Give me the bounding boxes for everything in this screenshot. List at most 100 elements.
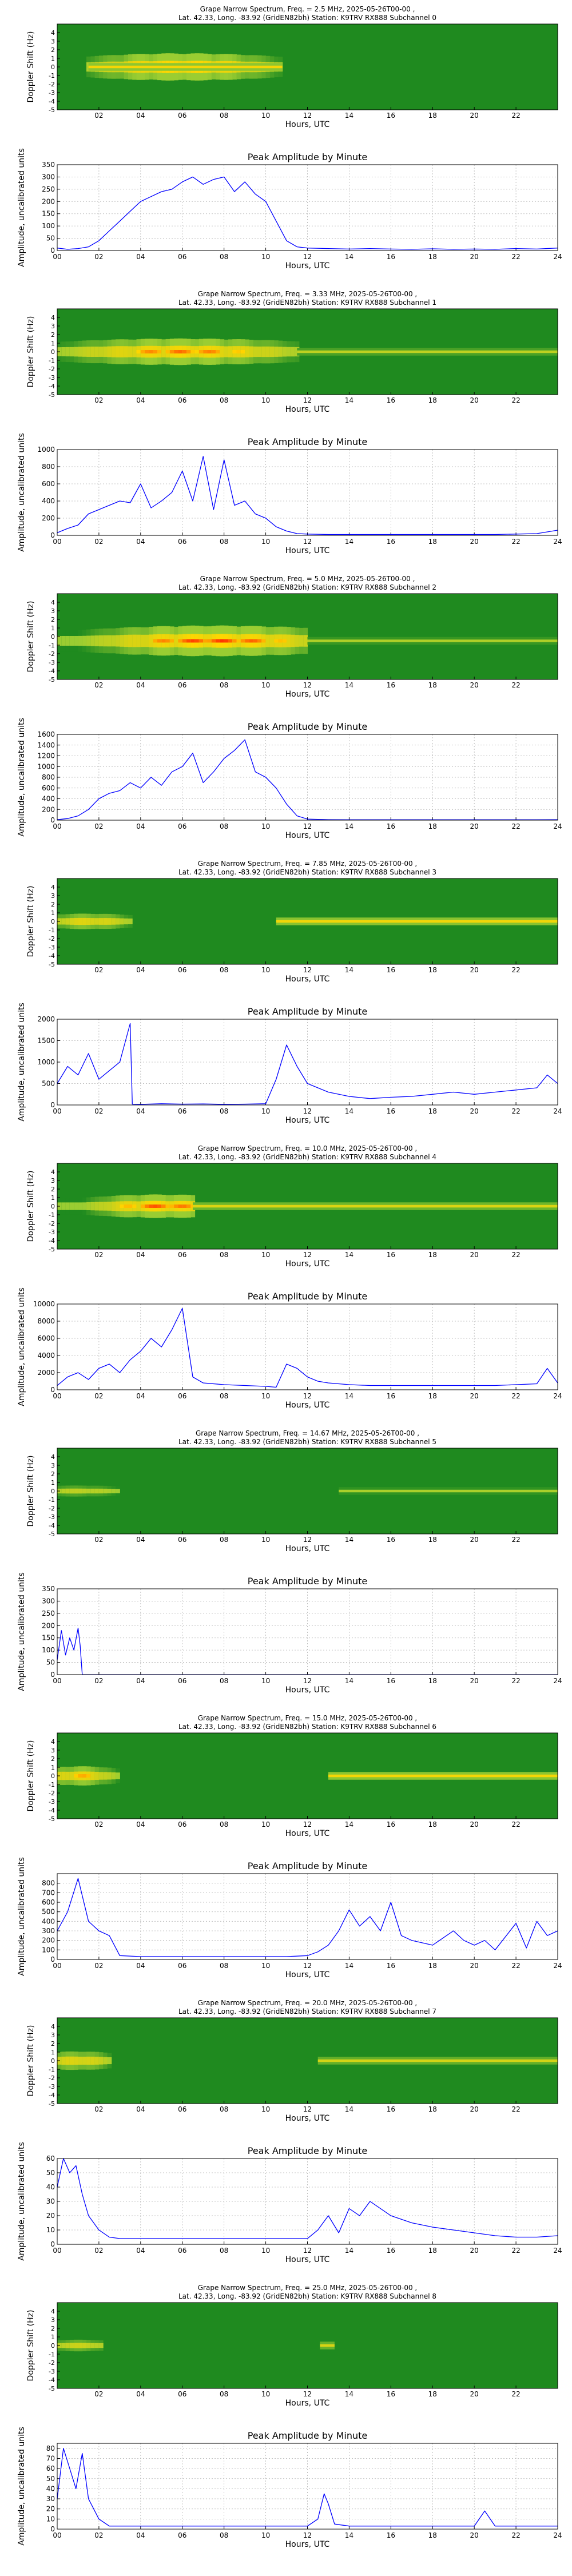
amplitude-hour-tick-label: 10: [261, 2531, 270, 2539]
doppler-tick-label: -2: [49, 2074, 55, 2082]
spectrogram-activity-core: [90, 2343, 96, 2348]
spectrogram-activity-peak: [190, 639, 196, 643]
hour-tick-label: 18: [428, 112, 437, 120]
amplitude-frame: [57, 1588, 558, 1675]
amplitude-hour-tick-label: 06: [178, 822, 186, 830]
amplitude-panel-1: Peak Amplitude by Minute 00 02 04 06 08 10 12 14…: [17, 148, 562, 271]
amplitude-hour-tick-label: 20: [470, 2247, 479, 2255]
amplitude-title: Peak Amplitude by Minute: [248, 1861, 368, 1871]
spectrogram-activity-core: [90, 2056, 96, 2065]
hour-tick-label: 06: [178, 1820, 186, 1828]
spectrogram-activity-core: [65, 635, 70, 646]
spectrogram-activity-peak: [86, 1774, 91, 1778]
hour-tick-label: 06: [178, 681, 186, 689]
amplitude-y-tick-label: 250: [42, 185, 55, 193]
amplitude-xlabel: Hours, UTC: [285, 831, 330, 840]
amplitude-hour-tick-label: 00: [53, 1107, 61, 1115]
amplitude-y-tick-label: 0: [50, 1955, 55, 1963]
hour-tick-label: 14: [345, 1251, 353, 1259]
amplitude-hour-tick-label: 20: [470, 1962, 479, 1970]
spectrogram-activity-core: [107, 635, 112, 647]
hour-tick-label: 20: [470, 1536, 479, 1544]
spectrogram-activity-core: [161, 346, 166, 357]
spectrogram-activity-peak: [145, 1204, 149, 1208]
amplitude-hour-tick-label: 12: [303, 1392, 312, 1400]
spectrogram-activity-core: [94, 2343, 100, 2348]
spectrogram-activity-core: [116, 346, 120, 357]
amplitude-hour-tick-label: 04: [136, 1677, 145, 1685]
doppler-tick-label: 4: [51, 1453, 55, 1461]
spectrogram-activity-core: [145, 634, 149, 647]
amplitude-series-line: [57, 739, 558, 820]
doppler-tick-label: -5: [49, 1531, 55, 1538]
amplitude-y-tick-label: 200: [42, 805, 55, 813]
hour-tick-label: 18: [428, 1820, 437, 1828]
spectrogram-activity-core: [69, 2056, 74, 2065]
spectrogram-activity-core: [86, 1202, 91, 1210]
hour-tick-label: 16: [387, 1820, 395, 1828]
hour-tick-label: 22: [511, 966, 520, 974]
spectrogram-activity-core: [74, 1202, 78, 1210]
spectrogram-activity-peak: [169, 350, 174, 353]
amplitude-hour-tick-label: 18: [428, 1392, 437, 1400]
doppler-tick-label: 0: [51, 348, 55, 356]
amplitude-hour-tick-label: 00: [53, 2531, 61, 2539]
spectrogram-activity-core: [128, 634, 133, 647]
spectrogram-activity-core: [136, 1201, 141, 1211]
spectrogram-ylabel: Doppler Shift (Hz): [26, 316, 35, 388]
hour-tick-label: 12: [303, 1536, 312, 1544]
hour-tick-label: 12: [303, 1820, 312, 1828]
amplitude-hour-tick-label: 08: [220, 1392, 228, 1400]
spectrogram-ylabel: Doppler Shift (Hz): [26, 1456, 35, 1527]
amplitude-xlabel: Hours, UTC: [285, 1116, 330, 1125]
spectrogram-activity-peak: [282, 639, 287, 643]
amplitude-title: Peak Amplitude by Minute: [248, 1576, 368, 1587]
amplitude-hour-tick-label: 00: [53, 822, 61, 830]
doppler-tick-label: 3: [51, 607, 55, 615]
doppler-tick-label: 1: [51, 625, 55, 632]
spectrogram-carrier-line: [339, 1489, 558, 1493]
amplitude-hour-tick-label: 06: [178, 538, 186, 546]
amplitude-hour-tick-label: 02: [94, 253, 103, 261]
spectrogram-activity-core: [249, 346, 254, 357]
amplitude-xlabel: Hours, UTC: [285, 1970, 330, 1979]
doppler-tick-label: 4: [51, 884, 55, 891]
amplitude-hour-tick-label: 16: [387, 1677, 395, 1685]
spectrogram-activity-peak: [245, 639, 249, 643]
spectrogram-activity-peak: [165, 350, 170, 353]
spectrogram-activity-core: [69, 635, 74, 646]
amplitude-ylabel: Amplitude, uncalibrated units: [17, 2427, 26, 2546]
spectrogram-title-line2: Lat. 42.33, Long. -83.92 (GridEN82bh) St…: [178, 1153, 436, 1161]
spectrogram-activity-peak: [182, 639, 187, 643]
spectrogram-title-line1: Grape Narrow Spectrum, Freq. = 3.33 MHz,…: [198, 290, 417, 298]
amplitude-hour-tick-label: 08: [220, 2531, 228, 2539]
amplitude-y-tick-label: 250: [42, 1609, 55, 1617]
spectrogram-activity-core: [124, 634, 129, 647]
amplitude-hour-tick-label: 12: [303, 538, 312, 546]
doppler-tick-label: 3: [51, 1177, 55, 1184]
spectrogram-activity-core: [103, 1488, 108, 1494]
spectrogram-activity-peak: [211, 350, 216, 353]
spectrogram-activity-core: [61, 1202, 66, 1210]
hour-tick-label: 02: [94, 681, 103, 689]
spectrogram-activity-peak: [132, 1204, 137, 1208]
amplitude-hour-tick-label: 18: [428, 1962, 437, 1970]
hour-tick-label: 10: [261, 112, 270, 120]
spectrogram-activity-core: [98, 2343, 104, 2348]
hour-tick-label: 16: [387, 396, 395, 404]
hour-tick-label: 18: [428, 966, 437, 974]
spectrogram-activity-core: [107, 346, 112, 357]
spectrogram-activity-core: [120, 918, 125, 925]
amplitude-hour-tick-label: 06: [178, 2531, 186, 2539]
spectrogram-activity-core: [107, 1202, 112, 1211]
hour-tick-label: 18: [428, 2105, 437, 2113]
spectrogram-activity-peak: [140, 1204, 145, 1208]
hour-tick-label: 18: [428, 1251, 437, 1259]
amplitude-hour-tick-label: 08: [220, 822, 228, 830]
hour-tick-label: 18: [428, 681, 437, 689]
spectrogram-xlabel: Hours, UTC: [285, 2114, 330, 2123]
spectrogram-activity-core: [116, 1772, 120, 1779]
spectrogram-activity-peak: [145, 350, 149, 353]
doppler-tick-label: 3: [51, 2316, 55, 2324]
